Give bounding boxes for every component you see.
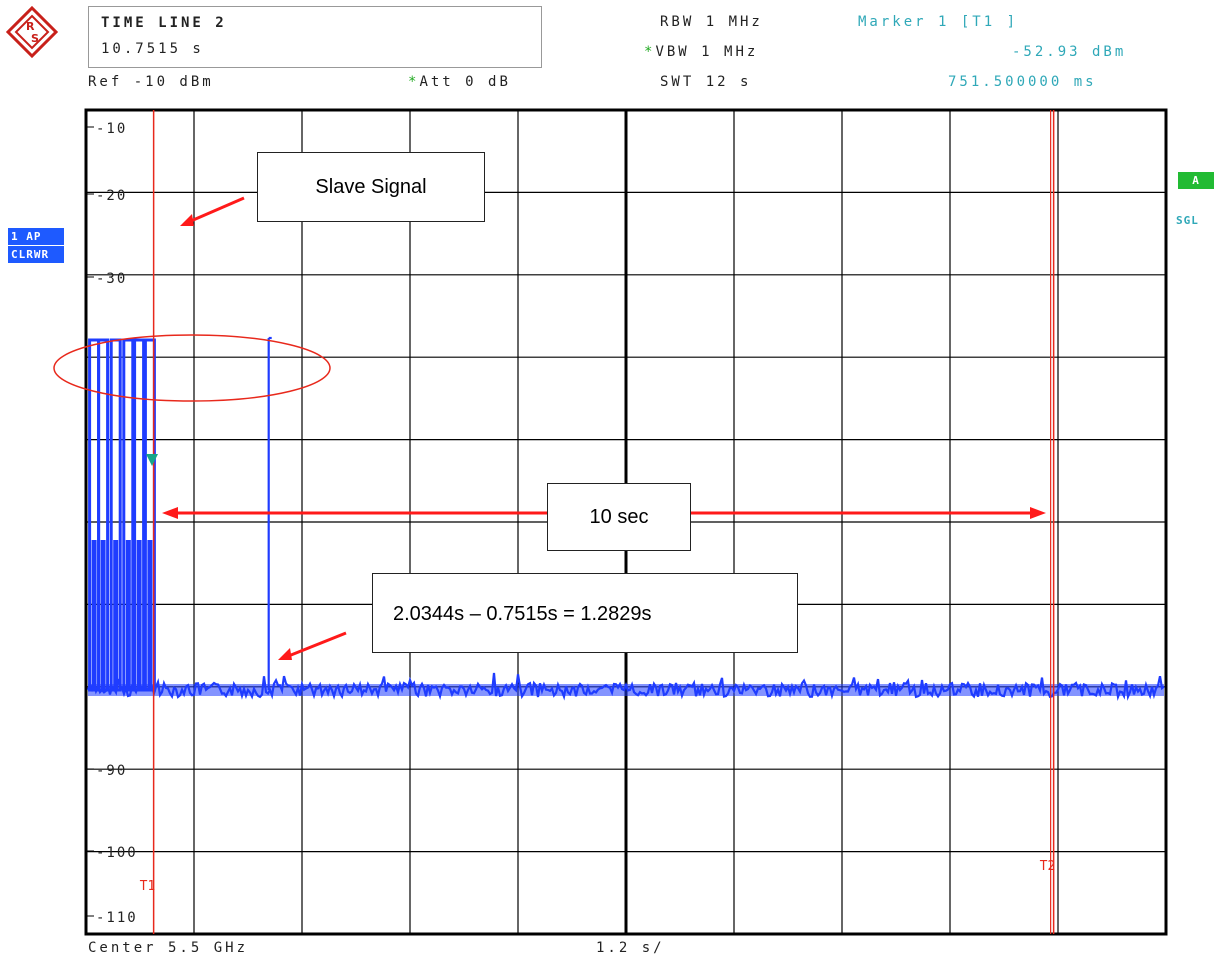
center-frequency: Center 5.5 GHz [88, 940, 249, 956]
y-tick-label: -90 [96, 763, 127, 779]
screen-title: TIME LINE 2 [101, 15, 227, 31]
slave-signal-label: Slave Signal [257, 152, 485, 222]
y-tick-label: -20 [96, 188, 127, 204]
burst-fill [136, 540, 142, 690]
y-tick-label: -30 [96, 271, 127, 287]
attenuation: *Att 0 dB [408, 74, 511, 90]
att-label: Att [419, 74, 454, 90]
screen-a-badge: A [1178, 172, 1214, 189]
rbw: RBW 1 MHz [660, 14, 763, 30]
trace-mode-badge: 1 AP [8, 228, 64, 245]
marker-label-t2: T2 [1040, 859, 1056, 874]
vbw-value: VBW 1 MHz [655, 44, 759, 60]
span-arrow-left-head [162, 507, 178, 519]
ref-level: Ref -10 dBm [88, 74, 214, 90]
vbw: *VBW 1 MHz [644, 44, 758, 60]
title-box: TIME LINE 2 10.7515 s [88, 6, 542, 68]
slave-arrow [183, 196, 245, 226]
spike-arrow [285, 631, 347, 659]
span-arrow-right-head [1030, 507, 1046, 519]
burst-fill [113, 540, 119, 690]
y-tick-labels: -10 -20 -30 -90 -100 -110 [86, 121, 138, 926]
y-tick-label: -100 [96, 845, 138, 861]
time-per-division: 1.2 s/ [596, 940, 665, 956]
sweep-mode: SGL [1176, 214, 1199, 227]
burst-fill [125, 540, 131, 690]
burst-fill [147, 540, 153, 690]
rohde-schwarz-logo: R S [6, 6, 59, 59]
marker-level: -52.93 dBm [1012, 44, 1127, 60]
star-icon: * [408, 74, 420, 90]
time-calc-label: 2.0344s – 0.7515s = 1.2829s [372, 573, 798, 653]
grid [84, 108, 1168, 936]
time-value: 10.7515 s [101, 41, 204, 57]
spike-arrow-head [278, 648, 292, 660]
marker-triangle [146, 454, 158, 466]
burst-fill [91, 540, 97, 690]
att-value: 0 dB [465, 74, 511, 90]
burst-highlight-ellipse [53, 334, 331, 402]
star-icon: * [644, 44, 656, 60]
marker-label-t1: T1 [140, 879, 156, 894]
noise-band [88, 684, 1164, 696]
trace [86, 336, 1165, 701]
markers: T1 T2 [140, 110, 1056, 934]
slave-arrow-head [180, 214, 194, 226]
annotations [53, 196, 1046, 660]
marker-time: 751.500000 ms [948, 74, 1097, 90]
y-tick-label: -110 [96, 910, 138, 926]
svg-text:R: R [26, 20, 35, 33]
y-tick-label: -10 [96, 121, 127, 137]
marker-label: Marker 1 [T1 ] [858, 14, 1019, 30]
sweep-time: SWT 12 s [660, 74, 752, 90]
span-label: 10 sec [547, 483, 691, 551]
burst-fill [100, 540, 106, 690]
trace-detector-badge: CLRWR [8, 246, 64, 263]
svg-text:S: S [31, 32, 39, 45]
